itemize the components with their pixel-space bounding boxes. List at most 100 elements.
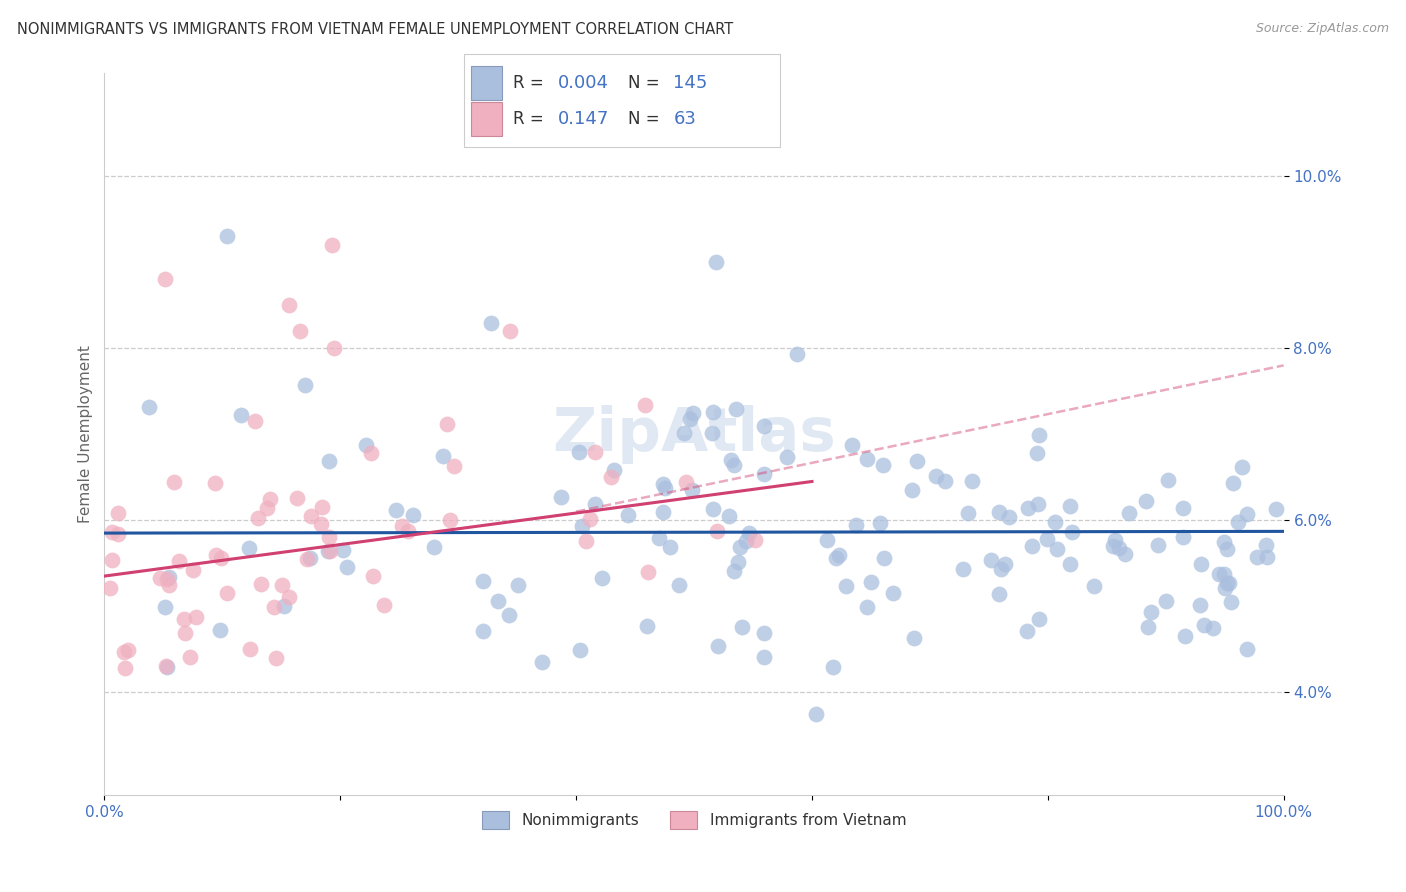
Text: 145: 145: [673, 74, 707, 92]
Point: [856, 452, 879, 467]
Point: [299, 509, 322, 524]
Point: [1212, 535, 1234, 549]
Point: [472, 574, 495, 588]
Point: [278, 298, 301, 312]
Point: [994, 558, 1017, 572]
Point: [439, 513, 461, 527]
Point: [1059, 500, 1081, 514]
Point: [153, 600, 176, 615]
Point: [1140, 605, 1163, 619]
Point: [318, 454, 340, 468]
Point: [391, 519, 413, 533]
Point: [107, 527, 129, 541]
Point: [659, 540, 682, 554]
Point: [259, 491, 281, 506]
Point: [294, 378, 316, 392]
Point: [583, 445, 606, 459]
Point: [101, 552, 124, 566]
Point: [471, 624, 494, 638]
Point: [1212, 567, 1234, 582]
Point: [583, 497, 606, 511]
Point: [209, 623, 232, 637]
Point: [1236, 508, 1258, 522]
Text: 63: 63: [673, 110, 696, 128]
Point: [297, 551, 319, 566]
Point: [776, 450, 799, 465]
Point: [1227, 515, 1250, 529]
Point: [737, 525, 759, 540]
Point: [238, 541, 260, 556]
Point: [882, 586, 904, 600]
Point: [1017, 501, 1039, 516]
Point: [1174, 629, 1197, 643]
Text: R =: R =: [513, 74, 550, 92]
Point: [1256, 550, 1278, 565]
Text: Source: ZipAtlas.com: Source: ZipAtlas.com: [1256, 22, 1389, 36]
Point: [256, 500, 278, 515]
Point: [1028, 497, 1050, 511]
Point: [117, 642, 139, 657]
Point: [138, 400, 160, 414]
Point: [987, 587, 1010, 601]
Point: [651, 505, 673, 519]
Point: [731, 620, 754, 634]
Point: [617, 508, 640, 522]
Point: [754, 467, 776, 482]
Point: [634, 398, 657, 412]
Point: [243, 414, 266, 428]
Point: [962, 474, 984, 488]
Point: [1026, 446, 1049, 460]
Point: [215, 229, 238, 244]
Point: [167, 553, 190, 567]
Point: [209, 550, 232, 565]
Point: [571, 519, 593, 533]
Point: [107, 506, 129, 520]
Point: [1046, 541, 1069, 556]
Point: [1222, 476, 1244, 491]
Point: [1108, 541, 1130, 555]
Point: [479, 316, 502, 330]
Point: [321, 238, 343, 252]
Point: [824, 551, 846, 566]
Point: [1213, 581, 1236, 595]
Point: [402, 508, 425, 522]
Point: [443, 459, 465, 474]
Point: [752, 626, 775, 640]
Point: [149, 571, 172, 585]
Point: [1021, 540, 1043, 554]
Point: [156, 572, 179, 586]
Point: [841, 438, 863, 452]
Point: [855, 599, 877, 614]
Point: [806, 707, 828, 722]
Point: [432, 449, 454, 463]
Point: [821, 659, 844, 673]
Point: [834, 579, 856, 593]
Point: [318, 530, 340, 544]
Point: [1171, 500, 1194, 515]
Point: [163, 475, 186, 489]
Legend: Nonimmigrants, Immigrants from Vietnam: Nonimmigrants, Immigrants from Vietnam: [475, 805, 912, 835]
Point: [271, 578, 294, 592]
Point: [266, 650, 288, 665]
Point: [319, 544, 342, 558]
Point: [318, 544, 340, 558]
Point: [246, 510, 269, 524]
Point: [828, 548, 851, 562]
Point: [1154, 594, 1177, 608]
Point: [988, 505, 1011, 519]
Point: [396, 524, 419, 538]
Point: [717, 508, 740, 523]
Point: [675, 475, 697, 489]
Point: [311, 516, 333, 531]
Point: [499, 324, 522, 338]
Point: [373, 598, 395, 612]
Point: [174, 625, 197, 640]
Point: [239, 641, 262, 656]
Point: [720, 452, 742, 467]
Point: [1036, 532, 1059, 546]
Point: [114, 661, 136, 675]
Point: [360, 446, 382, 460]
Point: [654, 482, 676, 496]
Point: [217, 586, 239, 600]
Point: [905, 454, 928, 468]
